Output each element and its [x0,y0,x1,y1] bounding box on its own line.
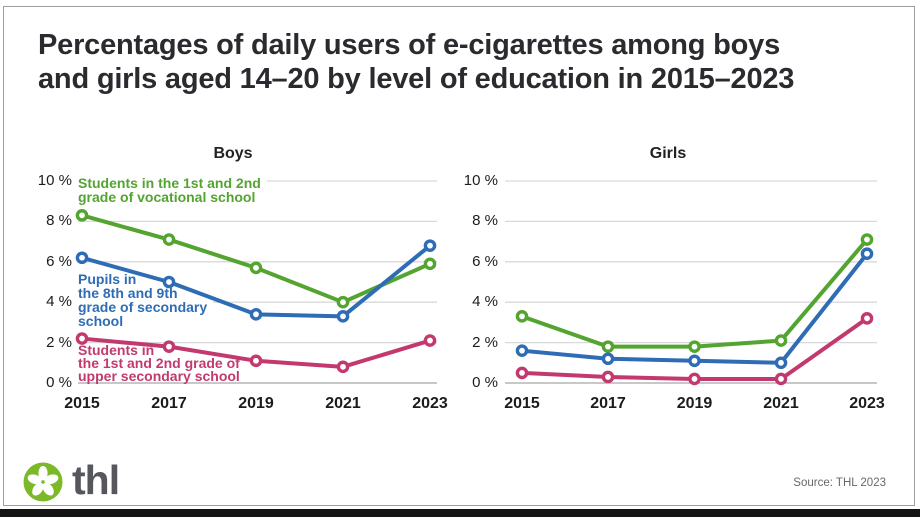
legend-line: grade of secondary [78,299,208,315]
y-axis-tick-label: 8 % [472,212,498,230]
x-axis-tick-label: 2021 [325,395,361,412]
x-axis-tick-label: 2019 [238,395,274,412]
x-axis-tick-label: 2015 [504,395,540,412]
bottom-black-bar [0,509,920,517]
x-axis-tick-label: 2017 [590,395,626,412]
legend-upper-secondary-school: Students in the 1st and 2nd grade of upp… [78,343,240,384]
legend-vocational-school: Students in the 1st and 2nd grade of voc… [78,175,267,206]
x-axis-tick-label: 2015 [64,395,100,412]
legend-line: upper secondary school [78,368,240,384]
thl-logo-icon [23,462,63,502]
y-axis-tick-label: 10 % [37,172,72,189]
x-axis-tick-label: 2017 [151,395,187,412]
y-axis-tick-label: 6 % [472,252,498,270]
x-axis-tick-label: 2021 [763,395,799,412]
y-axis-tick-label: 4 % [46,293,72,311]
y-axis-tick-label: 2 % [46,333,72,351]
source-attribution: Source: THL 2023 [793,477,886,489]
y-axis-tick-label: 8 % [46,212,72,230]
thl-logo-text: thl [72,457,120,503]
y-axis-tick-label: 10 % [463,172,498,189]
x-axis-tick-label: 2023 [849,395,885,412]
legend-line: Pupils in [78,271,137,287]
legend-line: the 8th and 9th [78,285,178,301]
y-axis-tick-label: 2 % [472,333,498,351]
page-title-line-1: Percentages of daily users of e-cigarett… [38,29,781,61]
y-axis-tick-label: 0 % [472,374,498,391]
chart-title-boys: Boys [213,145,253,162]
y-axis-tick-label: 6 % [46,252,72,270]
legend-secondary-school: Pupils in the 8th and 9th grade of secon… [78,271,214,330]
page-title-line-2: and girls aged 14–20 by level of educati… [38,63,795,95]
y-axis-tick-label: 4 % [472,293,498,311]
page-title: Percentages of daily users of e-cigarett… [38,28,888,96]
legend-line: school [78,313,124,329]
chart-title-girls: Girls [649,145,687,162]
legend-line: Students in the 1st and 2nd [78,175,261,191]
y-axis-tick-label: 0 % [46,374,72,391]
x-axis-tick-label: 2019 [676,395,713,412]
legend-line: grade of vocational school [78,189,256,205]
x-axis-tick-label: 2023 [412,395,448,412]
